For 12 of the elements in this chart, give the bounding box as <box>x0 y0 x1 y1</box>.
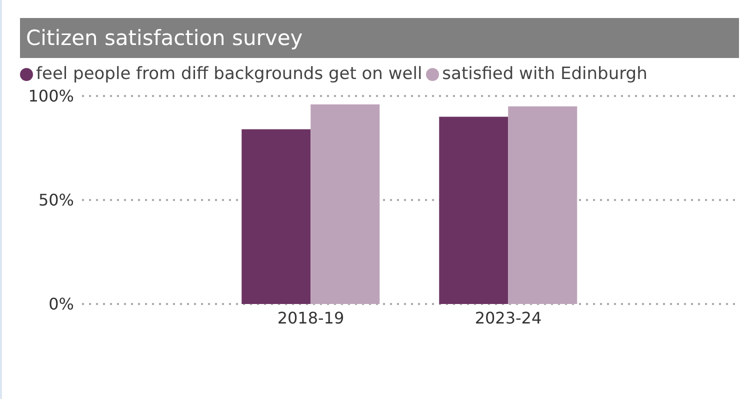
legend-label: feel people from diff backgrounds get on well <box>35 64 422 84</box>
bar <box>439 116 508 304</box>
x-tick-label: 2023-24 <box>474 308 542 328</box>
legend-label: satisfied with Edinburgh <box>441 64 648 84</box>
bar <box>310 104 380 304</box>
bar <box>242 129 311 304</box>
y-tick-label: 100% <box>28 86 74 106</box>
bar <box>508 106 578 304</box>
y-tick-label: 50% <box>38 190 74 210</box>
y-tick-label: 0% <box>48 294 74 314</box>
chart-title: Citizen satisfaction survey <box>20 18 739 58</box>
x-tick-label: 2018-19 <box>277 308 344 328</box>
